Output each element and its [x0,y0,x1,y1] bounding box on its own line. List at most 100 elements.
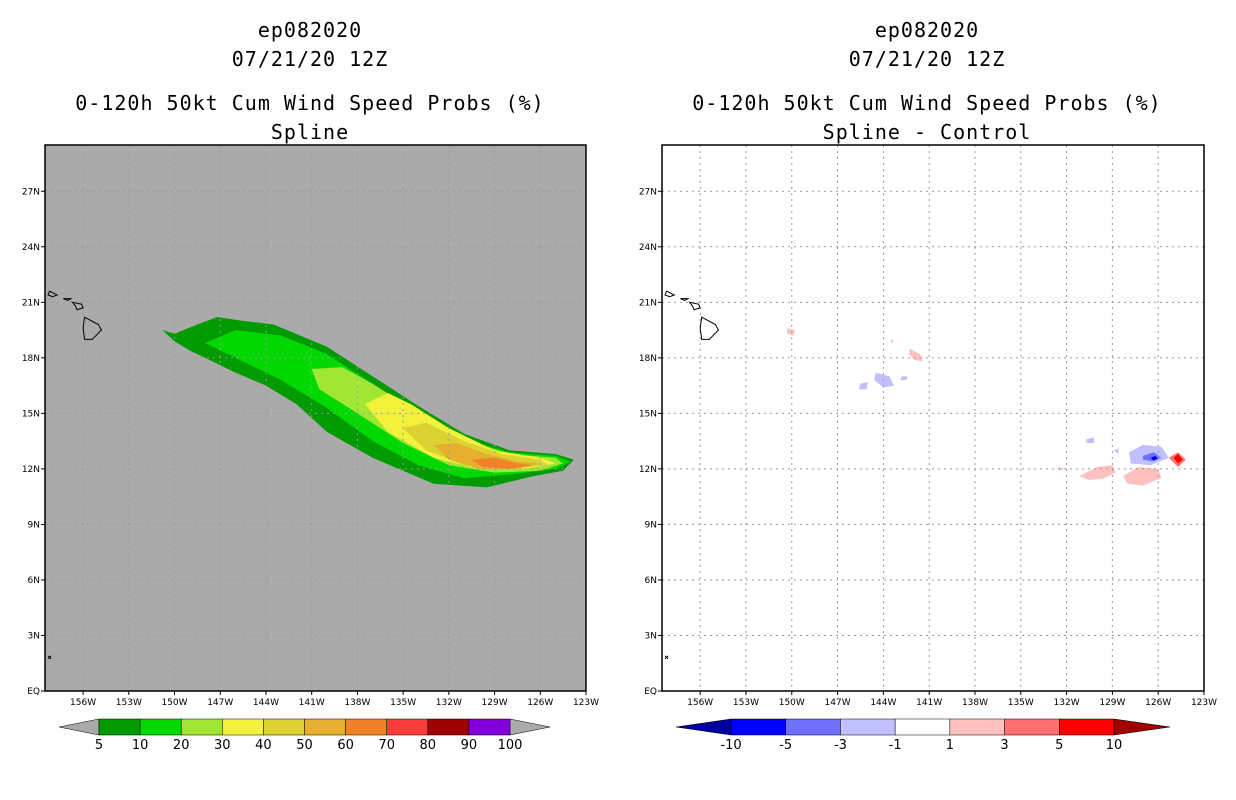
diff-patch-neg1 [1113,448,1119,455]
right-map-island-outline [699,316,720,340]
left-map-lon-label: 126W [527,698,553,708]
left-colorbar-low-end [58,718,100,736]
prob-contour-20 [311,367,564,473]
right-map-lat-label: 18N [639,354,657,364]
left-map-lon-label: 129W [482,698,508,708]
left-title-time: 07/21/20 12Z [231,47,389,71]
left-map-lon-label: 150W [161,698,187,708]
right-map-lon-label: 147W [825,698,851,708]
left-colorbar-label: 20 [173,738,190,753]
left-colorbar-label: 50 [296,738,313,753]
diff-patch-pos1 [787,328,795,336]
left-colorbar-label: 5 [95,738,103,753]
left-map-lat-label: 12N [22,465,40,475]
right-map-gridlines [662,145,1205,691]
right-map-lon-label: 129W [1099,698,1125,708]
right-map-content [787,328,1186,486]
left-colorbar-label: 60 [337,738,354,753]
right-colorbar: -10 -5 -3 -1 1 3 5 10 [675,718,1171,753]
right-colorbar-bin [894,718,951,736]
right-colorbar-bin [1004,718,1060,736]
left-colorbar-bin [304,718,346,736]
left-map-lat-label: 3N [28,631,40,641]
right-map-lat-label: 9N [645,520,657,530]
left-map-lon-label: 132W [436,698,462,708]
diff-patch-pos1 [1123,467,1162,486]
left-map-lon-label: 144W [253,698,279,708]
diff-patch-neg5 [1150,455,1159,461]
right-map-frame [661,144,1205,692]
left-map-lon-label: 138W [344,698,370,708]
prob-contour-30 [365,393,556,469]
right-colorbar-label: -1 [889,738,902,753]
right-map-lon-label: 138W [962,698,988,708]
diff-patch-neg1 [1086,437,1095,443]
right-map-lon-label: 144W [870,698,896,708]
right-map-background [662,145,1204,691]
prob-contour-60 [471,457,533,469]
right-map-lat-label: 15N [639,409,657,419]
right-map-lat-label: 21N [639,298,657,308]
left-colorbar-bin [222,718,264,736]
left-colorbar-bin [427,718,470,736]
left-colorbar-label: 100 [498,738,523,753]
right-colorbar-label: 10 [1106,738,1123,753]
right-map-island-outline [664,290,676,298]
left-colorbar-label: 90 [461,738,478,753]
left-map-lon-label: 147W [207,698,233,708]
left-map-lon-label: 135W [390,698,416,708]
left-map-lon-label: 153W [116,698,142,708]
left-map-island-outline [63,298,73,302]
right-map-hawaii-islands [664,290,720,340]
right-colorbar-low-end [675,718,732,736]
right-map-lat-label: 24N [639,243,657,253]
right-map-lat-label: 3N [645,631,657,641]
left-map-lon-label: 156W [70,698,96,708]
right-colorbar-label: 1 [946,738,954,753]
left-colorbar-bin [139,718,182,736]
diff-patch-neg1 [858,381,869,390]
right-map-lon-label: 153W [733,698,759,708]
left-map-lat-label: EQ [27,687,40,697]
diff-patch-pos1 [909,348,924,362]
right-map-lat-label: 27N [639,187,657,197]
left-colorbar-label: 40 [255,738,272,753]
left-map-lat-label: 24N [22,243,40,253]
right-title-time: 07/21/20 12Z [848,47,1006,71]
left-map-island-outline [82,316,103,340]
left-map-gridlines [45,145,587,691]
left-colorbar-bin [180,718,223,736]
left-map-hawaii-islands [47,290,103,340]
left-colorbar-label: 30 [214,738,231,753]
left-colorbar-bin [468,718,511,736]
right-colorbar-label: -5 [779,738,792,753]
left-map-lat-label: 15N [22,409,40,419]
right-colorbar-label: 5 [1055,738,1063,753]
right-map-lon-label: 141W [916,698,942,708]
diff-patch-pos5 [1173,454,1183,464]
left-colorbar-label: 70 [378,738,395,753]
right-colorbar-bin [785,718,841,736]
right-map-lon-label: 123W [1191,698,1217,708]
right-map-panel: 156W 153W 150W 147W 144W 141W 138W 135W 132W 129W… [639,144,1217,708]
left-title-method: Spline [270,120,350,144]
right-colorbar-label: -10 [720,738,741,753]
diff-patch-pos1 [1058,467,1066,471]
left-colorbar-bin [263,718,305,736]
right-map-lon-label: 150W [779,698,805,708]
right-title-method: Spline - Control [822,120,1032,144]
right-map-lon-label: 126W [1145,698,1171,708]
left-colorbar-bin [386,718,429,736]
right-map-lat-label: 6N [645,576,657,586]
right-map-islet-mark [664,655,669,660]
right-title-storm: ep082020 [874,18,980,42]
left-colorbar-label: 10 [132,738,149,753]
right-map-lon-label: 135W [1008,698,1034,708]
left-map-islet-mark [47,655,52,660]
left-map-panel: 156W 153W 150W 147W 144W 141W 138W 135W 132W 129W… [22,144,599,708]
right-colorbar-bin [949,718,1005,736]
left-map-lat-label: 27N [22,187,40,197]
right-map-lat-label: 12N [639,465,657,475]
left-map-lat-label: 21N [22,298,40,308]
